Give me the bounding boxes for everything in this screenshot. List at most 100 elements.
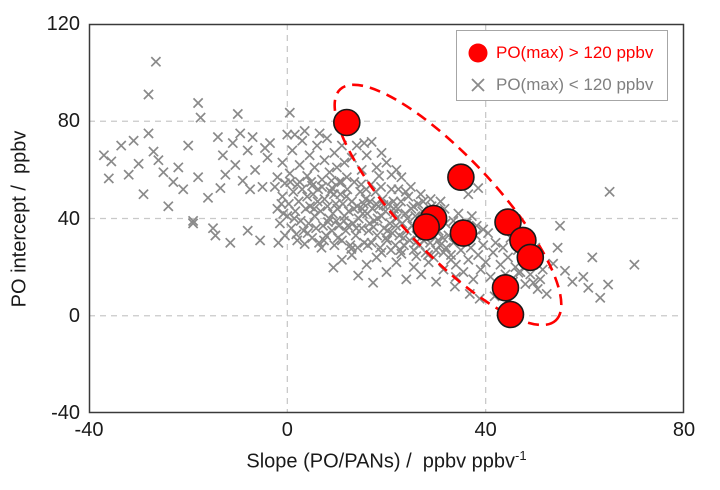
- x-marker: [376, 147, 387, 159]
- x-marker: [244, 184, 256, 195]
- x-marker: [294, 176, 305, 188]
- x-marker: [482, 227, 494, 239]
- x-marker: [318, 235, 330, 246]
- x-marker: [402, 213, 413, 224]
- x-marker: [375, 181, 387, 193]
- x-marker: [291, 229, 302, 240]
- x-marker: [384, 218, 396, 229]
- x-marker: [306, 180, 318, 191]
- x-marker: [346, 249, 358, 261]
- x-marker: [437, 232, 449, 244]
- legend-entry: PO(max) > 120 ppbv: [467, 42, 653, 64]
- x-marker: [480, 257, 491, 268]
- x-marker: [299, 125, 310, 137]
- legend-label: PO(max) > 120 ppbv: [496, 43, 654, 62]
- y-axis-title-text: PO intercept / ppbv: [8, 130, 31, 308]
- x-marker: [273, 237, 284, 249]
- x-marker: [463, 254, 474, 266]
- x-marker: [276, 198, 287, 210]
- x-marker: [463, 188, 474, 200]
- x-marker: [331, 215, 342, 227]
- x-marker: [319, 154, 330, 166]
- x-marker: [391, 257, 402, 268]
- x-marker: [390, 220, 402, 232]
- x-marker: [262, 152, 273, 163]
- x-marker: [554, 220, 566, 232]
- x-marker: [594, 292, 606, 304]
- x-marker: [361, 150, 372, 161]
- x-marker: [393, 184, 404, 195]
- x-marker: [128, 135, 139, 146]
- x-marker: [331, 162, 343, 173]
- circle-marker: [332, 108, 361, 137]
- circle-marker: [494, 208, 522, 236]
- x-marker: [299, 238, 310, 250]
- x-marker: [583, 282, 594, 294]
- x-marker: [362, 239, 373, 251]
- x-marker: [177, 184, 189, 195]
- x-marker: [364, 218, 375, 229]
- x-marker: [474, 293, 485, 304]
- x-marker: [525, 269, 536, 280]
- x-marker: [322, 201, 333, 212]
- x-marker: [295, 215, 306, 227]
- x-marker: [284, 107, 296, 118]
- x-marker: [487, 247, 499, 258]
- x-marker: [150, 56, 162, 67]
- x-marker: [587, 252, 598, 263]
- x-marker: [466, 210, 478, 222]
- x-marker: [358, 137, 370, 149]
- x-marker: [336, 254, 348, 266]
- highlight-ellipse: [333, 83, 563, 327]
- x-marker: [364, 196, 376, 207]
- x-marker: [502, 252, 514, 263]
- x-marker: [534, 274, 546, 285]
- x-marker: [319, 193, 330, 205]
- x-marker: [423, 257, 434, 268]
- x-marker: [381, 266, 392, 278]
- x-marker: [312, 196, 323, 207]
- x-marker: [449, 281, 461, 292]
- x-marker: [343, 205, 355, 217]
- x-marker: [225, 237, 236, 249]
- x-marker: [220, 169, 231, 180]
- x-marker: [210, 230, 221, 241]
- x-marker: [430, 276, 442, 287]
- x-marker: [310, 222, 322, 234]
- circle-marker: [516, 243, 545, 272]
- x-marker: [143, 89, 154, 100]
- x-tick-label: -40: [74, 419, 104, 441]
- x-marker: [312, 184, 324, 195]
- x-marker: [303, 218, 314, 229]
- x-marker: [98, 150, 110, 161]
- y-tick-label: 0: [68, 304, 80, 327]
- x-marker: [242, 145, 253, 156]
- y-axis-title: PO intercept / ppbv: [9, 131, 32, 308]
- x-marker: [217, 150, 229, 161]
- plot-border: [88, 23, 685, 414]
- x-tick-label: 40: [474, 419, 497, 441]
- x-marker: [400, 186, 412, 198]
- x-marker: [445, 249, 457, 261]
- x-marker: [528, 277, 539, 288]
- x-marker: [212, 131, 224, 143]
- x-marker: [391, 164, 402, 176]
- x-marker: [242, 225, 253, 236]
- x-marker: [392, 203, 404, 215]
- x-marker: [317, 220, 329, 232]
- x-marker: [277, 157, 288, 168]
- y-tick-label: 40: [57, 207, 80, 230]
- x-marker: [301, 191, 313, 202]
- x-marker: [168, 176, 179, 188]
- x-marker: [195, 112, 206, 123]
- x-marker: [475, 264, 486, 275]
- x-marker: [138, 188, 149, 200]
- x-axis-title: Slope (PO/PANs) / ppbv ppbv-1: [89, 448, 684, 474]
- x-axis-title-text: Slope (PO/PANs) / ppbv ppbv: [246, 450, 516, 473]
- x-marker: [497, 242, 509, 253]
- x-marker: [163, 201, 174, 212]
- x-marker: [232, 108, 244, 120]
- x-marker: [376, 247, 387, 258]
- x-marker: [349, 176, 360, 188]
